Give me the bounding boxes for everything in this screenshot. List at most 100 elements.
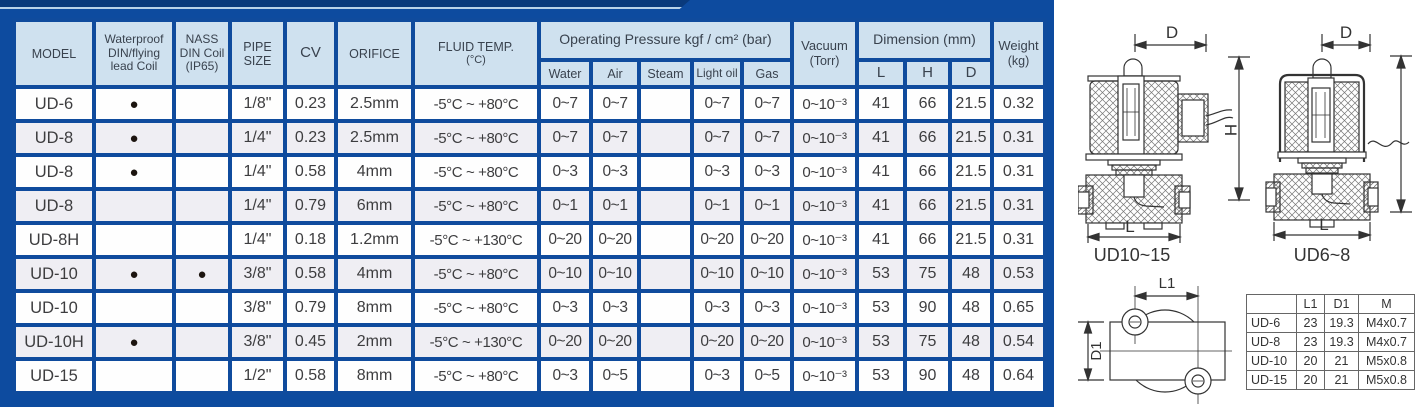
- cell-fluid-temp: -5°C ~ +80°C: [411, 289, 541, 327]
- cell-vacuum: 0~10⁻³: [790, 187, 859, 225]
- col-header-dimension: Dimension (mm): [855, 18, 994, 62]
- cell-fluid-temp: -5°C ~ +80°C: [411, 85, 541, 123]
- table-row: UD-8 ● 1/4" 0.23 2.5mm -5°C ~ +80°C 0~7 …: [12, 119, 1047, 157]
- cell-dim-d: 48: [948, 289, 994, 327]
- cell-model: UD-8: [12, 119, 96, 157]
- cell-nass-coil: [172, 85, 232, 123]
- mount-cell-m: M4x0.7: [1358, 313, 1415, 333]
- col-header-dim-l: L: [855, 58, 907, 89]
- cell-pressure-air: 0~10: [589, 255, 641, 293]
- dim-label-d: D: [1166, 23, 1178, 42]
- dim-label-h: H: [1412, 128, 1416, 140]
- cell-fluid-temp: -5°C ~ +130°C: [411, 221, 541, 259]
- cell-dim-d: 21.5: [948, 221, 994, 259]
- col-header-dim-d: D: [948, 58, 994, 89]
- cell-waterproof-coil: ●: [92, 85, 176, 123]
- cell-dim-h: 66: [903, 85, 952, 123]
- cell-weight: 0.53: [990, 255, 1047, 293]
- cell-pressure-steam: [637, 187, 694, 225]
- cell-pressure-water: 0~7: [537, 85, 593, 123]
- cell-pipe-size: 1/4": [228, 221, 287, 259]
- cell-model: UD-10: [12, 255, 96, 293]
- cell-fluid-temp: -5°C ~ +80°C: [411, 153, 541, 191]
- cell-fluid-temp: -5°C ~ +80°C: [411, 119, 541, 157]
- dimension-d-arrow: [1133, 34, 1208, 52]
- cell-dim-l: 41: [855, 119, 907, 157]
- cell-pressure-steam: [637, 357, 694, 395]
- cell-pressure-air: 0~3: [589, 289, 641, 327]
- mount-header-l1: L1: [1296, 294, 1325, 314]
- mount-cell-l1: 20: [1296, 370, 1325, 390]
- cell-pressure-air: 0~1: [589, 187, 641, 225]
- cell-nass-coil: [172, 323, 232, 361]
- col-header-nass-coil: NASS DIN Coil (IP65): [172, 18, 232, 89]
- mount-dimension-table: L1 D1 M UD-6 23 19.3 M4x0.7 UD-8: [1246, 294, 1415, 390]
- cell-cv: 0.45: [283, 323, 338, 361]
- table-row: UD-8 1/4" 0.79 6mm -5°C ~ +80°C 0~1 0~1 …: [12, 187, 1047, 225]
- cell-pressure-air: 0~7: [589, 119, 641, 157]
- cell-model: UD-8: [12, 153, 96, 191]
- cell-weight: 0.31: [990, 153, 1047, 191]
- mount-header-m: M: [1358, 294, 1415, 314]
- cell-dim-d: 21.5: [948, 187, 994, 225]
- cell-dim-d: 21.5: [948, 119, 994, 157]
- cell-orifice: 8mm: [334, 357, 415, 395]
- dimension-h-arrow: [1228, 55, 1250, 202]
- fluid-temp-unit: (°C): [466, 54, 486, 67]
- dimension-d-arrow: [1320, 34, 1372, 52]
- cell-model: UD-6: [12, 85, 96, 123]
- vacuum-unit: (Torr): [809, 53, 840, 68]
- cell-cv: 0.58: [283, 357, 338, 395]
- cell-pressure-steam: [637, 153, 694, 191]
- cell-pipe-size: 1/2": [228, 357, 287, 395]
- cell-weight: 0.31: [990, 221, 1047, 259]
- valve-diagram-ud6-8: D: [1265, 23, 1416, 264]
- col-header-vacuum: Vacuum (Torr): [790, 18, 859, 89]
- cell-pipe-size: 3/8": [228, 323, 287, 361]
- col-header-light-oil: Light oil: [690, 58, 744, 89]
- cell-dim-d: 48: [948, 323, 994, 361]
- cell-waterproof-coil: [92, 289, 176, 327]
- cell-nass-coil: [172, 119, 232, 157]
- cell-fluid-temp: -5°C ~ +130°C: [411, 323, 541, 361]
- col-header-fluid-temp: FLUID TEMP. (°C): [411, 18, 541, 89]
- cell-model: UD-10H: [12, 323, 96, 361]
- cell-nass-coil: [172, 221, 232, 259]
- cell-dim-h: 66: [903, 153, 952, 191]
- cell-pressure-water: 0~20: [537, 221, 593, 259]
- col-header-gas: Gas: [740, 58, 794, 89]
- cell-dim-l: 53: [855, 323, 907, 361]
- cell-pipe-size: 1/4": [228, 187, 287, 225]
- cell-pressure-light-oil: 0~3: [690, 153, 744, 191]
- diagram-area: D: [1054, 0, 1416, 416]
- cell-weight: 0.64: [990, 357, 1047, 395]
- cell-orifice: 6mm: [334, 187, 415, 225]
- cell-cv: 0.79: [283, 187, 338, 225]
- dim-label-l: L: [1125, 217, 1134, 236]
- cell-dim-h: 75: [903, 255, 952, 293]
- table-row: UD-15 1/2" 0.58 8mm -5°C ~ +80°C 0~3 0~5…: [12, 357, 1047, 395]
- cell-nass-coil: [172, 153, 232, 191]
- mount-cell-d1: 21: [1324, 351, 1359, 371]
- cell-vacuum: 0~10⁻³: [790, 289, 859, 327]
- cell-nass-coil: [172, 289, 232, 327]
- cell-pressure-light-oil: 0~7: [690, 85, 744, 123]
- cell-vacuum: 0~10⁻³: [790, 323, 859, 361]
- spec-table: MODEL Waterproof DIN/flying lead Coil NA…: [12, 18, 1047, 395]
- dimension-l-arrow: [1086, 224, 1182, 243]
- cell-pressure-water: 0~20: [537, 323, 593, 361]
- cell-waterproof-coil: [92, 187, 176, 225]
- cell-pressure-air: 0~20: [589, 221, 641, 259]
- cell-weight: 0.54: [990, 323, 1047, 361]
- cell-pressure-gas: 0~5: [740, 357, 794, 395]
- cell-pressure-water: 0~10: [537, 255, 593, 293]
- valve1-caption: UD10~15: [1094, 245, 1171, 264]
- cell-pressure-light-oil: 0~3: [690, 357, 744, 395]
- mount-table-row: UD-6 23 19.3 M4x0.7: [1246, 313, 1415, 333]
- cell-model: UD-10: [12, 289, 96, 327]
- cell-pressure-gas: 0~1: [740, 187, 794, 225]
- cell-dim-d: 48: [948, 357, 994, 395]
- mount-header-blank: [1246, 294, 1297, 314]
- cell-orifice: 1.2mm: [334, 221, 415, 259]
- cell-cv: 0.58: [283, 153, 338, 191]
